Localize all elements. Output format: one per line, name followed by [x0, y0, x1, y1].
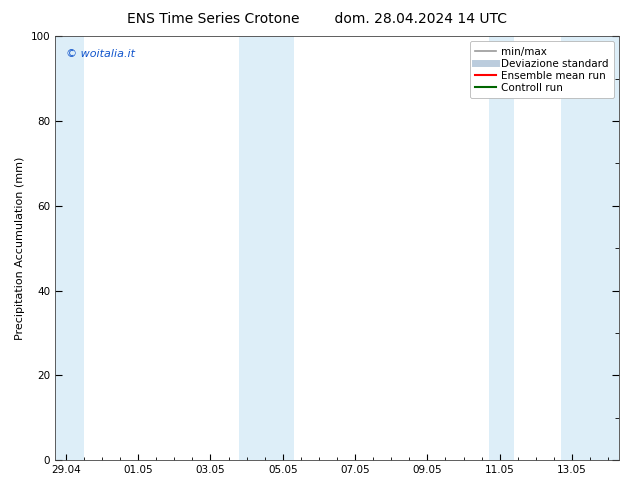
Text: © woitalia.it: © woitalia.it [67, 49, 135, 59]
Bar [489, 36, 514, 460]
Text: ENS Time Series Crotone        dom. 28.04.2024 14 UTC: ENS Time Series Crotone dom. 28.04.2024 … [127, 12, 507, 26]
Bar [561, 36, 619, 460]
Bar [55, 36, 84, 460]
Bar [265, 36, 294, 460]
Y-axis label: Precipitation Accumulation (mm): Precipitation Accumulation (mm) [15, 156, 25, 340]
Bar [240, 36, 265, 460]
Legend: min/max, Deviazione standard, Ensemble mean run, Controll run: min/max, Deviazione standard, Ensemble m… [470, 41, 614, 98]
